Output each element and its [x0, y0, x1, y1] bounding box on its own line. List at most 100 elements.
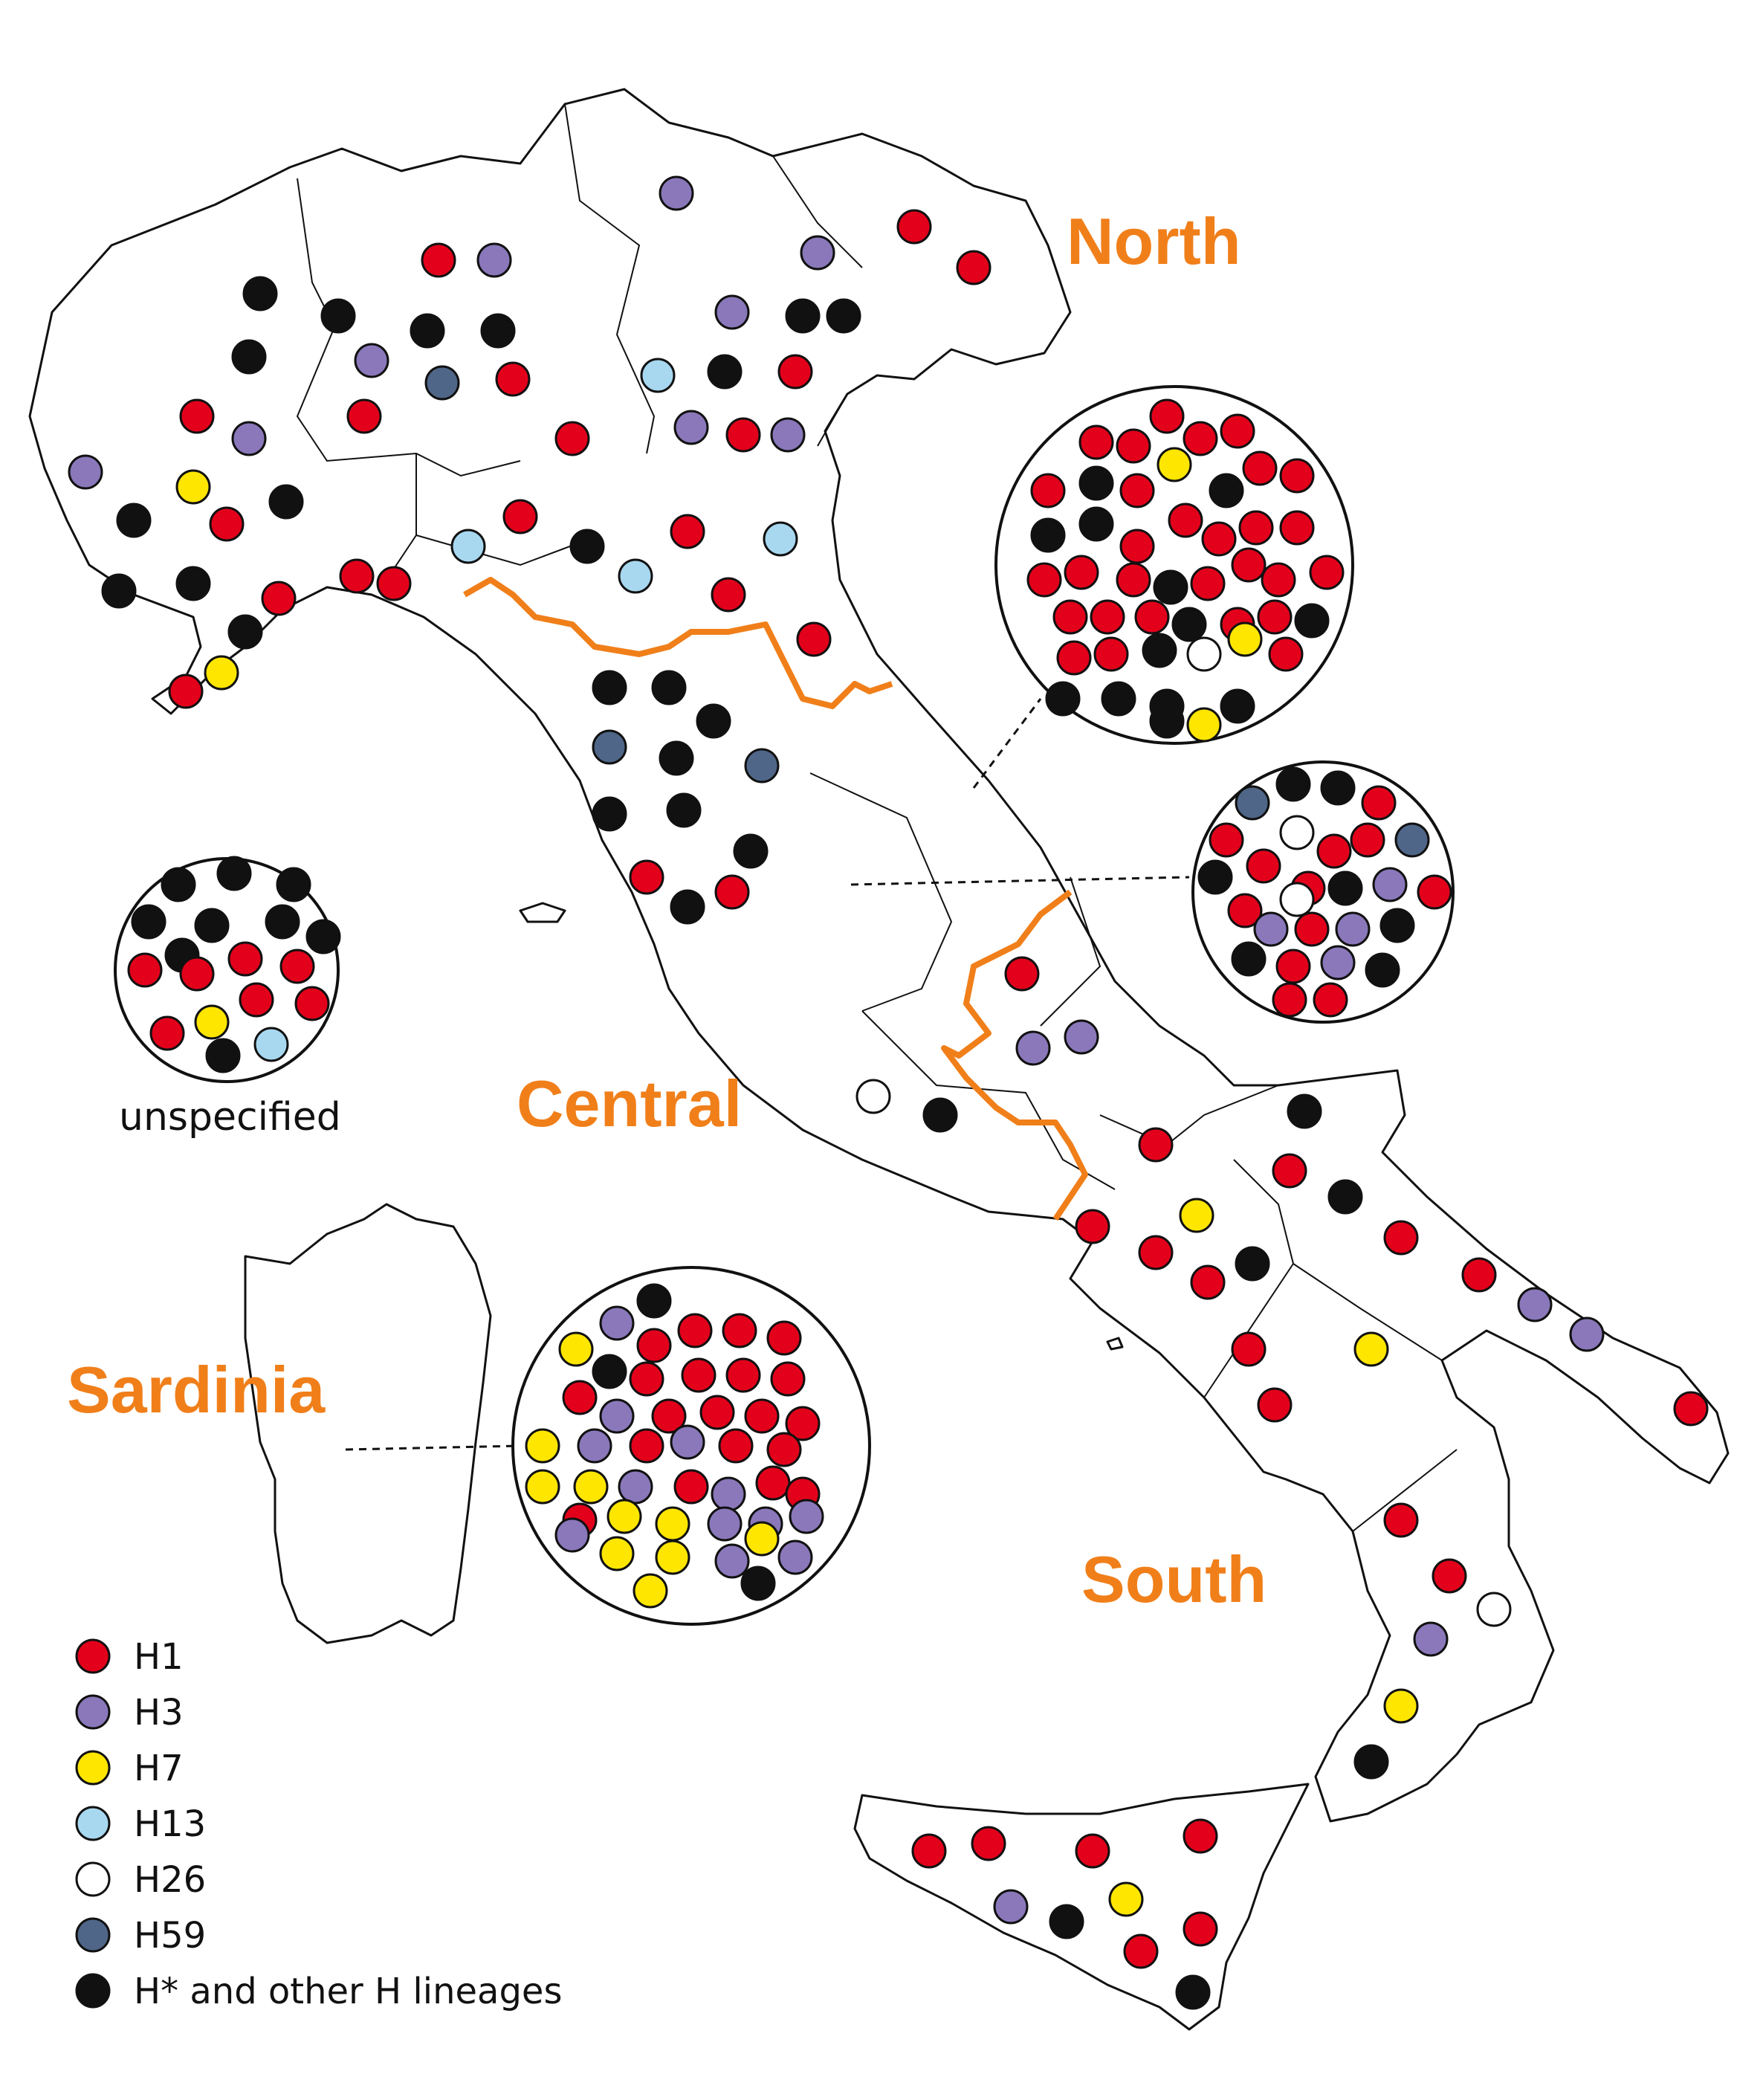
haplogroup-dot-h1 — [1075, 1209, 1110, 1244]
haplogroup-dot-h1 — [294, 986, 330, 1021]
haplogroup-dot-h-other — [480, 313, 516, 349]
haplogroup-dot-h1 — [744, 1398, 780, 1434]
haplogroup-dots — [68, 175, 1709, 2010]
haplogroup-dot-h3 — [993, 1889, 1029, 1925]
haplogroup-dot-h-other — [785, 298, 821, 334]
haplogroup-dot-h1 — [1149, 398, 1185, 434]
elba-outline — [519, 902, 566, 923]
haplogroup-dot-h1 — [1238, 510, 1274, 546]
haplogroup-dot-h1 — [239, 982, 274, 1018]
haplogroup-dot-h59 — [592, 729, 627, 765]
haplogroup-dot-h1 — [770, 1361, 806, 1397]
haplogroup-dot-h-other — [651, 670, 687, 705]
haplogroup-dot-h1 — [1279, 458, 1315, 494]
haplogroup-dot-h3 — [1320, 945, 1356, 980]
haplogroup-dot-h3 — [1413, 1621, 1449, 1657]
haplogroup-dot-h-other — [1294, 603, 1330, 639]
haplogroup-dot-h7 — [1108, 1881, 1144, 1917]
haplogroup-dot-h-other — [670, 889, 705, 925]
legend-label-h1: H1 — [134, 1636, 184, 1678]
unspecified-label: unspecified — [119, 1095, 341, 1140]
haplogroup-dot-h1 — [766, 1432, 802, 1467]
haplogroup-dot-h1 — [1209, 822, 1244, 858]
haplogroup-dot-h3 — [1064, 1019, 1099, 1055]
haplogroup-dot-h-other — [161, 867, 196, 902]
haplogroup-dot-h-other — [1197, 859, 1233, 895]
haplogroup-dot-h1 — [1279, 510, 1315, 546]
haplogroup-dot-h-other — [666, 792, 702, 828]
haplogroup-dot-h1 — [1673, 1391, 1709, 1427]
region-label-south: South — [1081, 1542, 1267, 1616]
haplogroup-dot-h1 — [1064, 555, 1099, 590]
haplogroup-dot-h1 — [636, 1328, 672, 1363]
haplogroup-dot-h1 — [1052, 599, 1088, 635]
haplogroup-dot-h1 — [179, 398, 215, 434]
haplogroup-dot-h-other — [231, 339, 267, 375]
haplogroup-dot-h7 — [1157, 447, 1192, 482]
central-south-boundary — [941, 889, 1088, 1221]
haplogroup-dot-h7 — [175, 469, 211, 505]
haplogroup-dot-h1 — [1461, 1257, 1497, 1293]
haplogroup-dot-h1 — [1242, 450, 1278, 486]
legend-swatch-h3 — [75, 1694, 111, 1730]
haplogroup-dot-h3 — [714, 1543, 750, 1579]
haplogroup-dot-h1 — [1030, 473, 1066, 508]
haplogroup-dot-h1 — [1417, 874, 1452, 910]
haplogroup-dot-h3 — [659, 175, 694, 211]
haplogroup-dot-h1 — [1313, 982, 1348, 1018]
haplogroup-dot-h-other — [707, 354, 743, 390]
haplogroup-dot-h1 — [718, 1428, 754, 1464]
haplogroup-dot-h3 — [714, 294, 750, 330]
legend-label-h26: H26 — [134, 1859, 206, 1901]
haplogroup-dot-h7 — [655, 1506, 690, 1542]
haplogroup-dot-h1 — [1231, 547, 1267, 583]
haplogroup-dot-h-other — [740, 1566, 776, 1601]
haplogroup-dot-h7 — [1179, 1198, 1214, 1233]
haplogroup-dot-h1 — [346, 398, 382, 434]
haplogroup-dot-h1 — [554, 421, 590, 456]
haplogroup-dot-h7 — [525, 1469, 560, 1505]
haplogroup-dot-h1 — [495, 361, 531, 397]
haplogroup-dot-h1 — [279, 949, 315, 984]
haplogroup-dot-h1 — [1190, 566, 1226, 601]
haplogroup-dot-h3 — [618, 1469, 653, 1505]
haplogroup-dot-h3 — [1335, 911, 1371, 947]
north-central-boundary — [463, 577, 893, 709]
haplogroup-dot-h26 — [1186, 636, 1222, 672]
haplogroup-dot-h3 — [800, 235, 835, 271]
legend-label-h13: H13 — [134, 1803, 206, 1845]
haplogroup-dot-h-other — [1149, 703, 1185, 739]
haplogroup-dot-h1 — [1090, 599, 1125, 635]
haplogroup-dot-h1 — [896, 209, 932, 245]
haplogroup-dot-h1 — [755, 1465, 791, 1501]
haplogroup-dot-h1 — [562, 1380, 598, 1415]
haplogroup-dot-h-other — [592, 1354, 627, 1389]
haplogroup-dot-h1 — [1183, 1911, 1218, 1947]
legend: H1 H3 H7 H13 H26 H59 H* and other H lineages — [75, 1636, 562, 2012]
haplogroup-dot-h3 — [670, 1424, 705, 1460]
haplogroup-dot-h1 — [1116, 562, 1151, 598]
region-borders — [296, 103, 1458, 1532]
haplogroup-dot-h1 — [971, 1826, 1006, 1861]
haplogroup-dot-h1 — [777, 354, 813, 390]
legend-swatch-h1 — [75, 1638, 111, 1674]
central-cluster-leader — [850, 876, 1190, 886]
haplogroup-dot-h-other — [1078, 506, 1114, 542]
haplogroup-dot-h1 — [1272, 1153, 1307, 1189]
sardinia-outline — [244, 1203, 492, 1644]
haplogroup-dot-h3 — [68, 454, 103, 490]
haplogroup-dot-h1 — [1075, 1833, 1110, 1869]
haplogroup-dot-h1 — [1116, 428, 1151, 464]
haplogroup-dot-h-other — [592, 670, 627, 705]
haplogroup-dot-h-other — [922, 1097, 958, 1133]
haplogroup-dot-h-other — [175, 566, 211, 601]
haplogroup-dot-h1 — [714, 874, 750, 910]
haplogroup-dot-h26 — [1279, 882, 1315, 917]
haplogroup-dot-h59 — [1235, 785, 1270, 821]
haplogroup-dot-h1 — [1190, 1264, 1226, 1300]
haplogroup-dot-h1 — [725, 417, 761, 453]
region-label-central: Central — [517, 1067, 742, 1140]
haplogroup-dot-h1 — [1138, 1127, 1174, 1163]
legend-swatch-h59 — [75, 1917, 111, 1953]
haplogroup-dot-h1 — [1383, 1220, 1419, 1256]
